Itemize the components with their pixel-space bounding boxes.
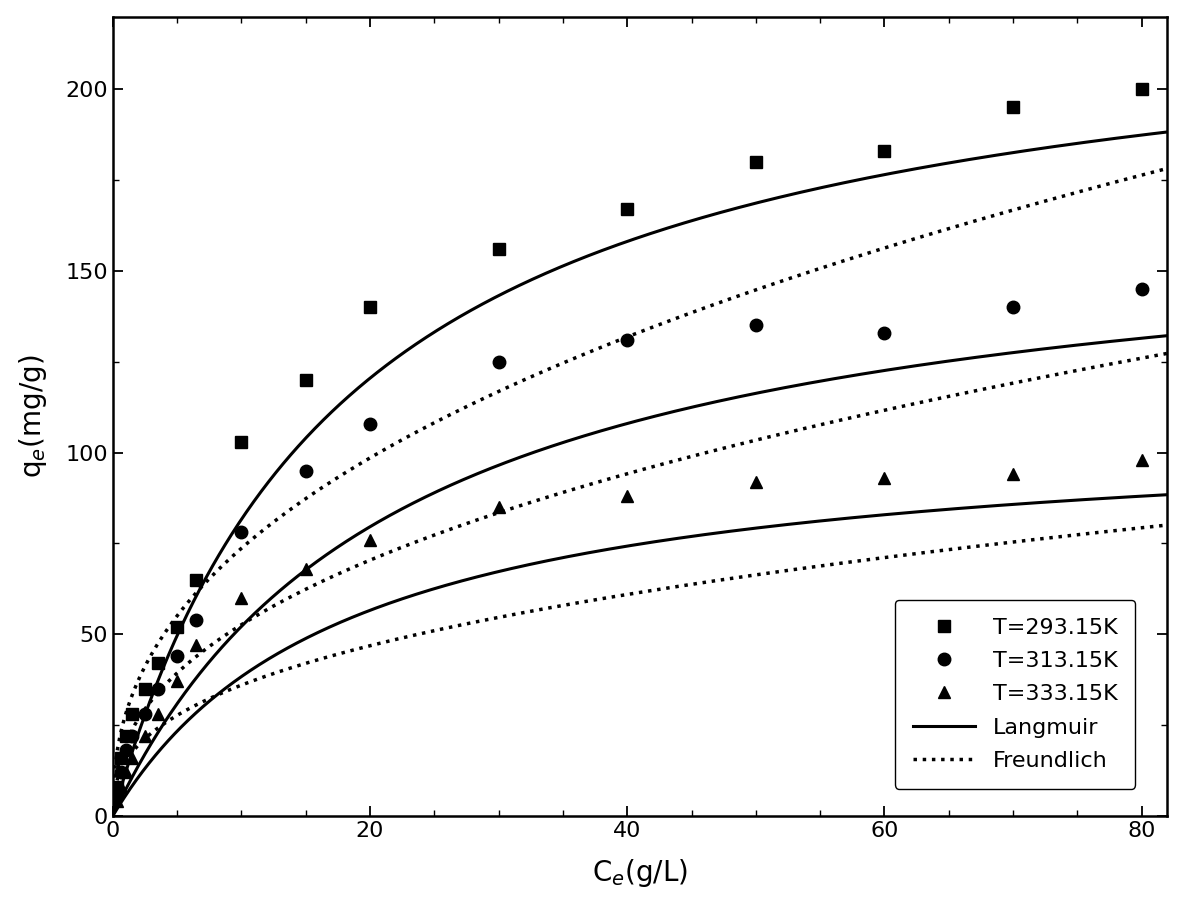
T=293.15K	[620, 204, 635, 215]
T=333.15K	[298, 564, 313, 574]
Freundlich	[571, 352, 585, 362]
Line: T=293.15K: T=293.15K	[110, 83, 1147, 793]
T=333.15K	[620, 491, 635, 502]
T=313.15K	[491, 356, 506, 367]
T=293.15K	[298, 374, 313, 385]
T=293.15K	[137, 683, 152, 694]
Freundlich	[947, 222, 961, 233]
T=333.15K	[137, 730, 152, 741]
T=313.15K	[126, 730, 140, 741]
T=333.15K	[877, 473, 892, 484]
T=313.15K	[110, 788, 124, 799]
T=313.15K	[150, 683, 165, 694]
Langmuir	[830, 178, 844, 189]
T=293.15K	[189, 574, 204, 585]
T=313.15K	[118, 745, 133, 756]
T=333.15K	[234, 593, 249, 603]
T=333.15K	[110, 795, 124, 806]
T=333.15K	[114, 781, 128, 792]
T=333.15K	[126, 752, 140, 763]
T=333.15K	[748, 477, 762, 487]
Freundlich	[1160, 163, 1175, 174]
T=333.15K	[363, 535, 378, 545]
T=313.15K	[234, 527, 249, 538]
Langmuir	[214, 546, 229, 557]
T=313.15K	[137, 708, 152, 719]
Langmuir	[571, 255, 585, 265]
Line: T=313.15K: T=313.15K	[110, 283, 1147, 800]
T=313.15K	[363, 418, 378, 429]
T=333.15K	[1006, 469, 1021, 480]
T=293.15K	[150, 658, 165, 669]
T=293.15K	[363, 302, 378, 313]
T=293.15K	[234, 436, 249, 447]
Line: Langmuir: Langmuir	[114, 132, 1167, 814]
Freundlich	[107, 782, 121, 793]
Freundlich	[928, 227, 942, 238]
T=333.15K	[1134, 455, 1148, 466]
T=333.15K	[118, 766, 133, 777]
Legend: T=293.15K, T=313.15K, T=333.15K, Langmuir, Freundlich: T=293.15K, T=313.15K, T=333.15K, Langmui…	[895, 600, 1135, 789]
Freundlich	[830, 257, 844, 268]
X-axis label: C$_e$(g/L): C$_e$(g/L)	[592, 857, 688, 890]
T=293.15K	[118, 730, 133, 741]
Y-axis label: q$_e$(mg/g): q$_e$(mg/g)	[17, 354, 49, 478]
T=313.15K	[1006, 302, 1021, 313]
T=293.15K	[491, 244, 506, 255]
T=293.15K	[170, 622, 185, 632]
T=333.15K	[491, 502, 506, 513]
Langmuir	[533, 271, 547, 282]
T=293.15K	[1006, 102, 1021, 113]
Line: Freundlich: Freundlich	[114, 169, 1167, 787]
T=313.15K	[298, 466, 313, 477]
Freundlich	[214, 562, 229, 573]
T=313.15K	[620, 334, 635, 345]
Freundlich	[533, 368, 547, 379]
T=333.15K	[189, 640, 204, 651]
T=313.15K	[170, 651, 185, 661]
T=313.15K	[114, 766, 128, 777]
Langmuir	[1160, 127, 1175, 138]
T=293.15K	[877, 146, 892, 157]
T=293.15K	[748, 157, 762, 168]
T=313.15K	[1134, 284, 1148, 294]
T=313.15K	[189, 614, 204, 625]
T=293.15K	[110, 781, 124, 792]
T=333.15K	[150, 708, 165, 719]
Langmuir	[107, 808, 121, 819]
Line: T=333.15K: T=333.15K	[110, 454, 1147, 807]
T=293.15K	[114, 752, 128, 763]
T=293.15K	[1134, 84, 1148, 95]
T=293.15K	[126, 708, 140, 719]
T=313.15K	[877, 327, 892, 338]
Langmuir	[928, 159, 942, 170]
Langmuir	[947, 157, 961, 168]
T=333.15K	[170, 676, 185, 687]
T=313.15K	[748, 320, 762, 331]
